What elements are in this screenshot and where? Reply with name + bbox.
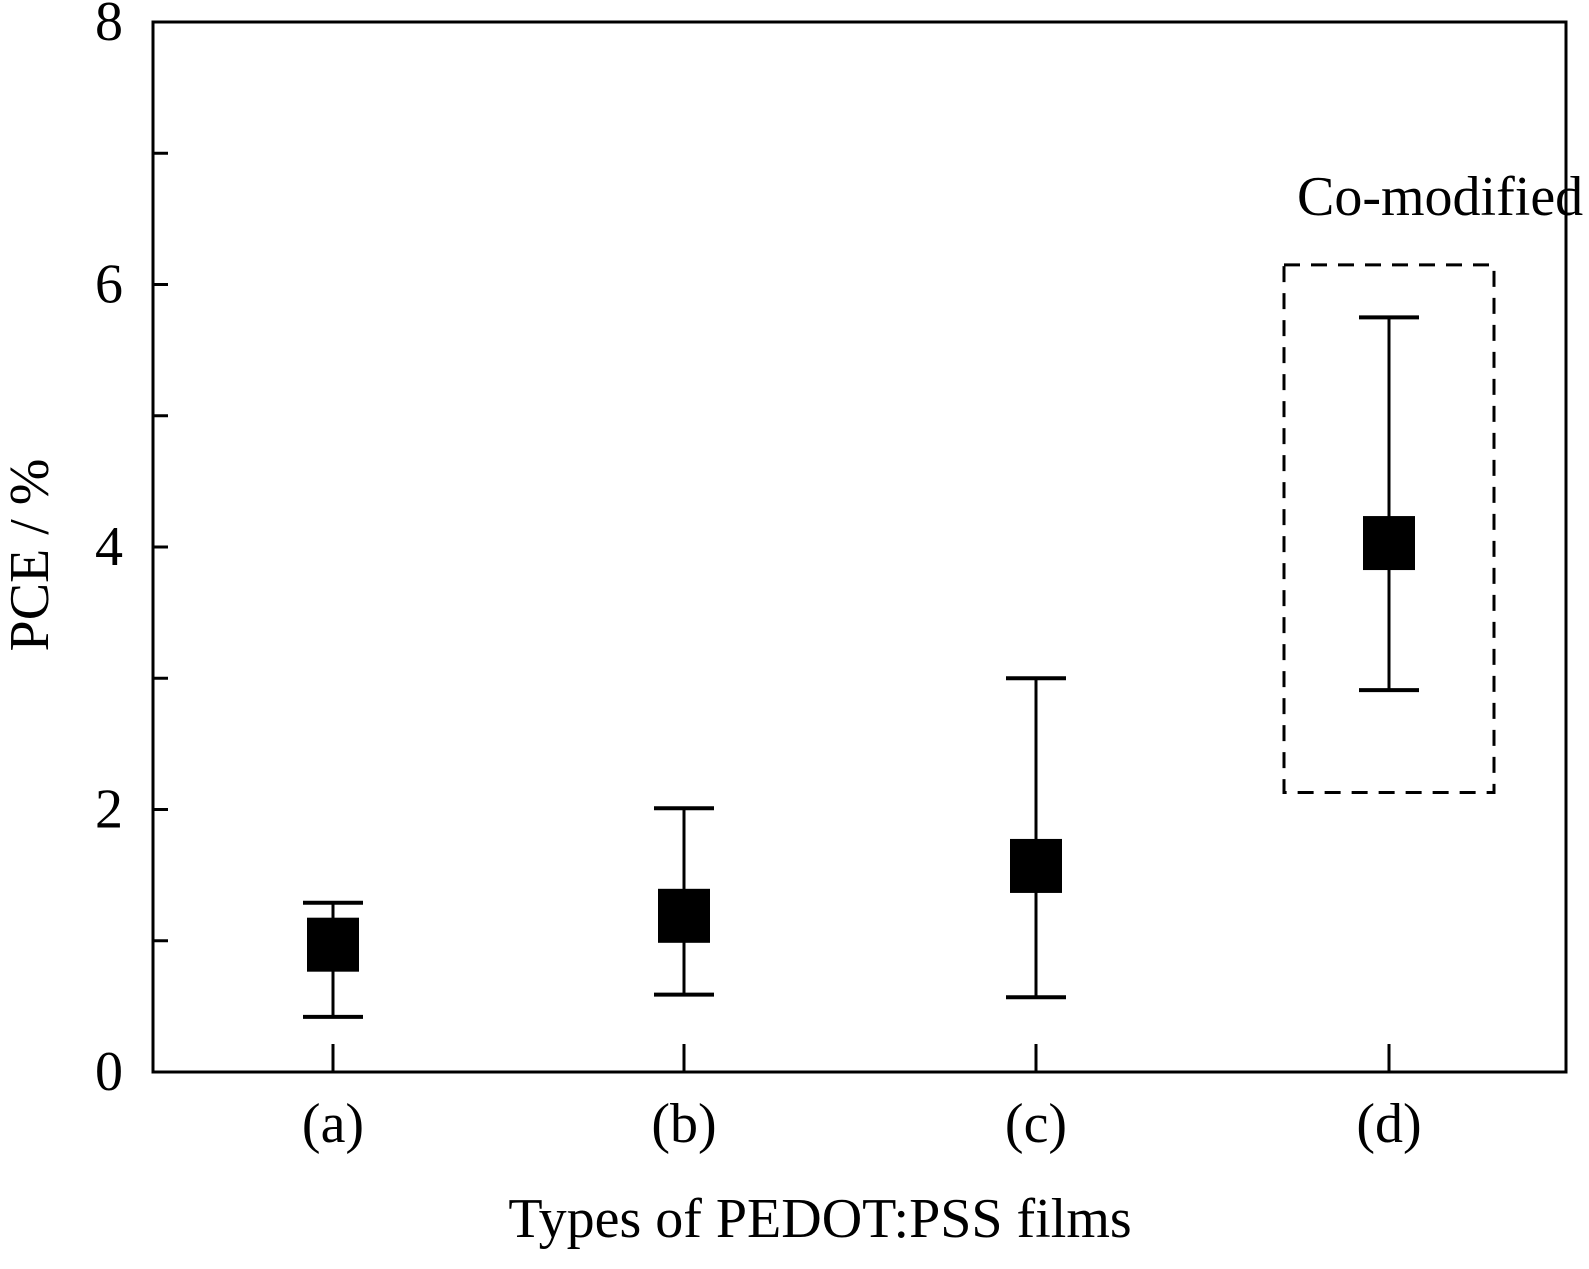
y-tick-label: 0 [95,1041,123,1103]
y-tick-label: 2 [95,779,123,841]
data-point [658,888,710,943]
x-axis-title: Types of PEDOT:PSS films [508,1188,1131,1250]
data-point [1363,516,1415,571]
series [303,315,1419,1019]
annotation-label: Co-modified film [1297,166,1589,228]
data-point [1010,838,1062,893]
x-tick-label: (d) [1356,1093,1421,1155]
x-axis: (a) (b) (c) (d) [302,1044,1422,1155]
x-tick-label: (b) [651,1093,716,1155]
y-axis: 0 2 4 6 8 [95,0,168,1103]
data-point [307,917,359,972]
y-tick-label: 8 [95,0,123,53]
annotation-box [1282,263,1496,794]
annotation: Co-modified film [1282,166,1589,794]
y-axis-title: PCE / % [0,459,61,652]
y-tick-label: 4 [95,516,123,578]
y-tick-label: 6 [95,254,123,316]
plot-area: 0 2 4 6 8 (a) (b) (c) (d) Co-modified film [95,0,1589,1155]
x-tick-label: (c) [1005,1093,1067,1155]
x-tick-label: (a) [302,1093,364,1155]
